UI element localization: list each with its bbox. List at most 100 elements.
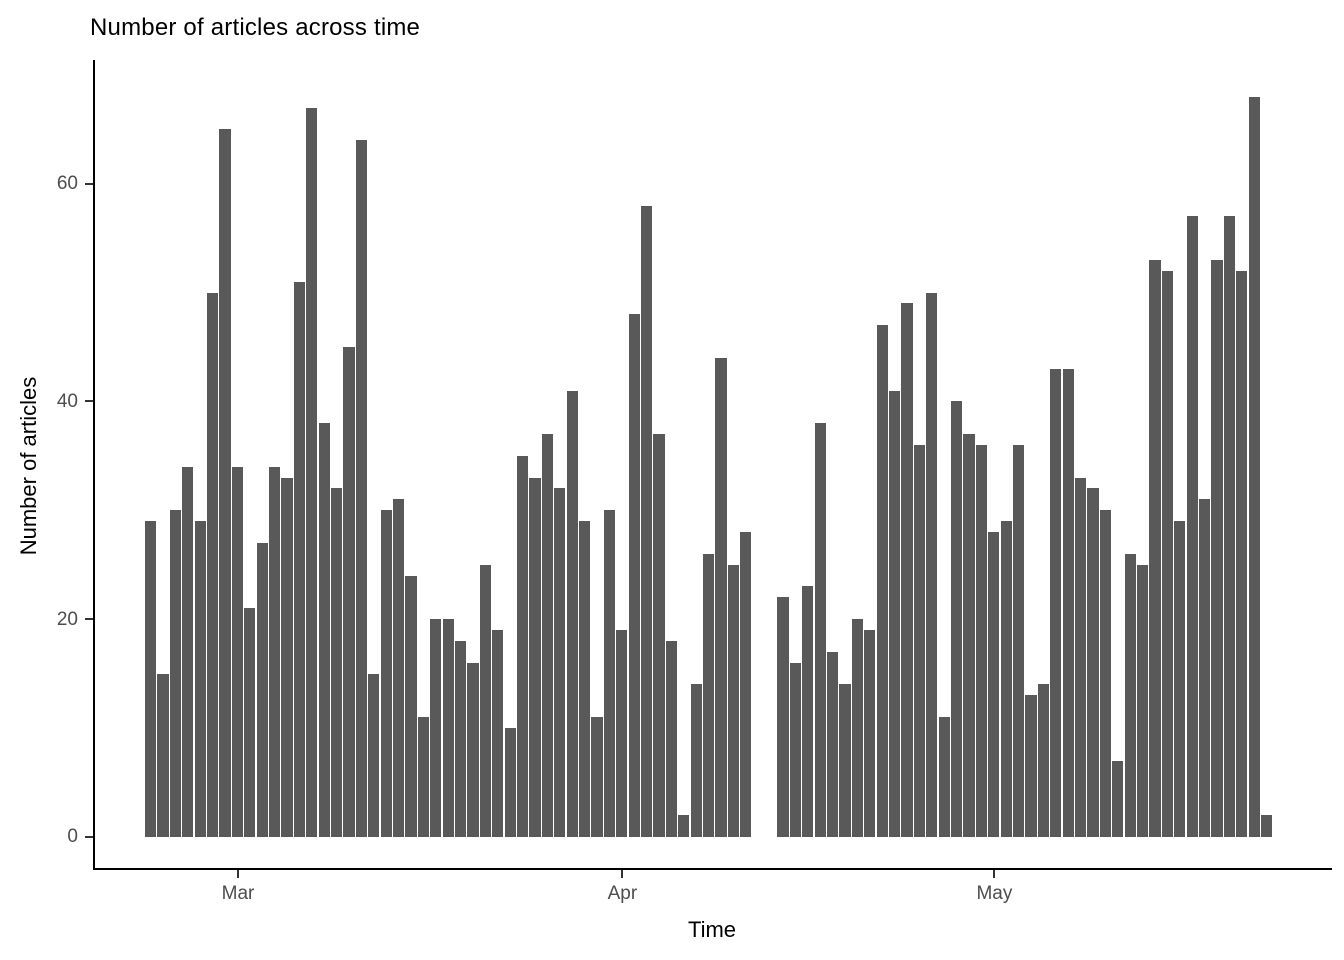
bar — [839, 684, 851, 837]
bar — [814, 423, 826, 837]
chart-title: Number of articles across time — [90, 14, 421, 41]
bar — [157, 673, 169, 837]
bar — [244, 608, 256, 837]
bar — [1186, 216, 1198, 837]
bar — [231, 466, 243, 837]
bar — [641, 205, 653, 837]
bar — [430, 619, 442, 837]
bar — [479, 564, 491, 837]
x-tick-mark — [237, 870, 239, 878]
bar — [1236, 270, 1248, 837]
bar — [318, 423, 330, 837]
bar — [417, 717, 429, 837]
bar — [368, 673, 380, 837]
bar — [1137, 564, 1149, 837]
bar — [591, 717, 603, 837]
bar — [1161, 270, 1173, 837]
bar — [665, 640, 677, 837]
y-tick-mark — [85, 182, 93, 185]
bar — [1037, 684, 1049, 837]
x-tick-label: May — [976, 883, 1013, 904]
bar — [281, 477, 293, 837]
bar — [219, 129, 231, 837]
bar — [380, 510, 392, 837]
bar — [740, 532, 752, 837]
bar — [1013, 444, 1025, 837]
bar — [492, 629, 504, 837]
bar — [603, 510, 615, 837]
y-tick-mark — [85, 835, 93, 838]
y-tick-label: 20 — [56, 608, 78, 630]
bar — [727, 564, 739, 837]
bar — [145, 521, 157, 837]
x-axis-title: Time — [687, 917, 737, 942]
bar — [194, 521, 206, 837]
bar — [963, 434, 975, 837]
bar — [355, 140, 367, 837]
y-tick-label: 60 — [56, 173, 78, 195]
bar — [1211, 259, 1223, 837]
bar — [1112, 760, 1124, 837]
bar — [455, 640, 467, 837]
bar — [901, 303, 913, 837]
bar — [1149, 259, 1161, 837]
bar — [405, 575, 417, 837]
bar — [653, 434, 665, 837]
x-tick-label: Apr — [607, 883, 638, 904]
bar — [504, 727, 516, 837]
y-tick-label: 0 — [67, 826, 78, 848]
bar — [467, 662, 479, 837]
bar — [293, 281, 305, 837]
bar — [851, 619, 863, 837]
bar — [1099, 510, 1111, 837]
bar — [1223, 216, 1235, 837]
bar — [169, 510, 181, 837]
bar — [913, 444, 925, 837]
y-tick-mark — [85, 618, 93, 620]
bar — [988, 532, 1000, 837]
bar — [529, 477, 541, 837]
bar — [554, 488, 566, 837]
bar — [1062, 368, 1074, 837]
bar — [938, 717, 950, 837]
bar — [1124, 553, 1136, 837]
x-tick-label: Mar — [221, 883, 255, 904]
bar — [616, 629, 628, 837]
bar — [517, 455, 529, 837]
bar — [951, 401, 963, 837]
x-axis-line — [93, 868, 1332, 870]
bar — [1075, 477, 1087, 837]
bar — [1199, 499, 1211, 837]
bar — [207, 292, 219, 837]
bar — [889, 390, 901, 837]
y-axis-line — [93, 60, 95, 870]
x-tick-mark — [621, 870, 624, 878]
bar — [1261, 814, 1273, 837]
bar — [975, 444, 987, 837]
bar — [1025, 695, 1037, 837]
bar — [678, 814, 690, 837]
bar — [1248, 96, 1260, 837]
bar — [1174, 521, 1186, 837]
bar — [690, 684, 702, 837]
bar — [306, 107, 318, 837]
bar — [827, 651, 839, 837]
y-tick-label: 40 — [56, 390, 78, 412]
bar — [343, 347, 355, 837]
bar — [1000, 521, 1012, 837]
bar — [777, 597, 789, 837]
y-tick-mark — [85, 400, 93, 403]
bar — [802, 586, 814, 837]
bar — [442, 619, 454, 837]
bar — [876, 325, 888, 837]
bar — [628, 314, 640, 837]
bar — [1087, 488, 1099, 837]
bar — [269, 466, 281, 837]
bar — [789, 662, 801, 837]
bar — [715, 357, 727, 837]
bar — [926, 292, 938, 837]
y-axis-title: Number of articles — [16, 376, 41, 556]
bar — [541, 434, 553, 837]
bar — [566, 390, 578, 837]
